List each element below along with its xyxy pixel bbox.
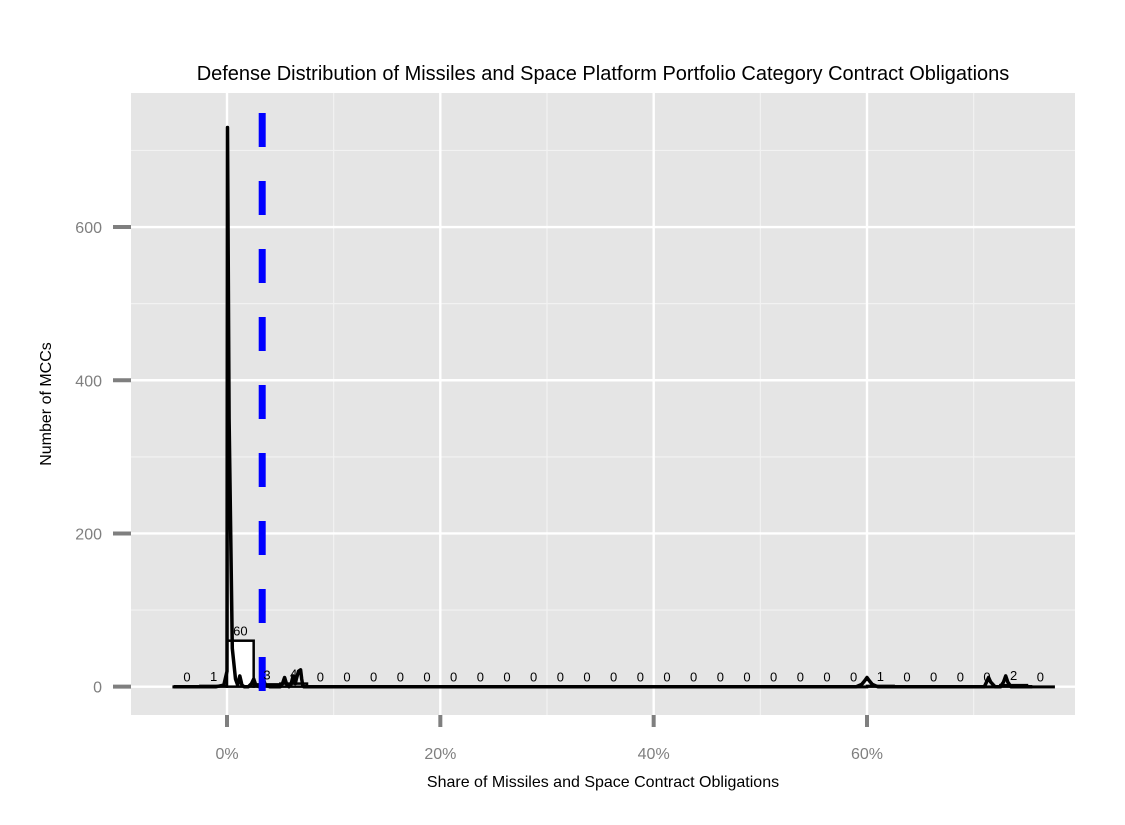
bin-count-label: 4 xyxy=(290,667,297,682)
x-axis: 0% 20% 40% 60% xyxy=(215,715,883,763)
bin-count-label: 0 xyxy=(183,670,190,685)
y-tick-label: 0 xyxy=(93,680,102,697)
bin-count-label: 0 xyxy=(610,670,617,685)
bin-count-label: 1 xyxy=(877,669,884,684)
x-tick-label: 40% xyxy=(638,746,670,763)
x-tick-label: 0% xyxy=(215,746,238,763)
bin-count-label: 0 xyxy=(423,670,430,685)
bin-count-label: 0 xyxy=(637,670,644,685)
bin-count-label: 0 xyxy=(1037,670,1044,685)
density-curve-layer xyxy=(173,125,1033,689)
y-tick-label: 200 xyxy=(75,526,102,543)
bin-count-label: 0 xyxy=(663,670,670,685)
y-tick-label: 600 xyxy=(75,220,102,237)
density-curve xyxy=(173,125,1033,689)
bin-count-label: 0 xyxy=(823,670,830,685)
bin-count-label: 0 xyxy=(317,670,324,685)
bin-count-label: 0 xyxy=(690,670,697,685)
bin-count-label: 0 xyxy=(930,670,937,685)
y-tick-label: 400 xyxy=(75,373,102,390)
bin-count-label: 0 xyxy=(370,670,377,685)
bin-labels: 0 1 60 3 4 0 0 0 0 0 0 0 0 0 0 0 0 0 0 0 0 0 0 0 0 0 1 0 0 0 0 2 0 xyxy=(183,624,1044,685)
bin-count-label: 0 xyxy=(450,670,457,685)
y-axis: 0 200 400 600 xyxy=(75,220,131,697)
bin-count-label: 60 xyxy=(233,624,247,639)
bin-count-label: 3 xyxy=(263,667,270,682)
y-axis-title: Number of MCCs xyxy=(38,342,55,466)
minor-grid xyxy=(131,93,1075,715)
plot-panel xyxy=(131,93,1075,715)
x-axis-title: Share of Missiles and Space Contract Obl… xyxy=(427,774,779,791)
bin-count-label: 1 xyxy=(210,669,217,684)
x-tick-label: 60% xyxy=(851,746,883,763)
bin-count-label: 0 xyxy=(743,670,750,685)
bin-count-label: 0 xyxy=(717,670,724,685)
bin-count-label: 0 xyxy=(503,670,510,685)
bin-count-label: 0 xyxy=(797,670,804,685)
bin-count-label: 0 xyxy=(903,670,910,685)
chart-title: Defense Distribution of Missiles and Spa… xyxy=(197,63,1010,85)
bin-count-label: 0 xyxy=(530,670,537,685)
bin-count-label: 2 xyxy=(1010,668,1017,683)
bin-count-label: 0 xyxy=(397,670,404,685)
x-tick-label: 20% xyxy=(424,746,456,763)
bin-count-label: 0 xyxy=(983,670,990,685)
bin-count-label: 0 xyxy=(343,670,350,685)
bin-count-label: 0 xyxy=(583,670,590,685)
bin-count-label: 0 xyxy=(557,670,564,685)
bin-count-label: 0 xyxy=(957,670,964,685)
bin-count-label: 0 xyxy=(770,670,777,685)
bin-count-label: 0 xyxy=(850,670,857,685)
bin-count-label: 0 xyxy=(477,670,484,685)
